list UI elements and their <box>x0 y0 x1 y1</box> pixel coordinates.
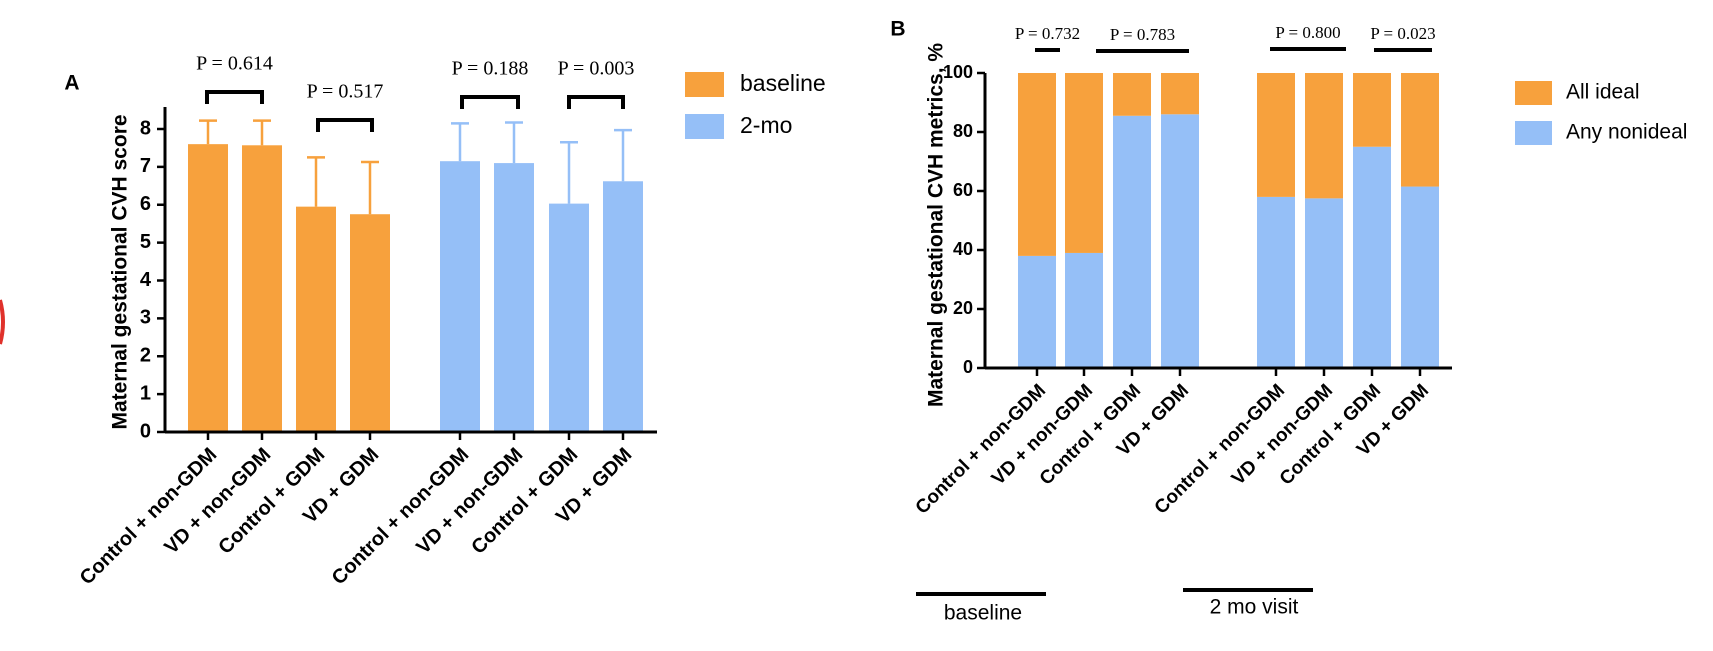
stacked-bar-any-nonideal-baseline-vd-non-gdm <box>1065 252 1103 368</box>
bar-2-mo-control-non-gdm <box>440 161 480 432</box>
stacked-bar-all-ideal-2-mo-visit-vd-non-gdm <box>1305 73 1343 199</box>
bar-2-mo-control-gdm <box>549 203 589 432</box>
bar-2-mo-vd-gdm <box>603 181 643 432</box>
stacked-bar-any-nonideal-baseline-control-non-gdm <box>1018 255 1056 368</box>
stacked-bar-all-ideal-baseline-vd-gdm <box>1161 73 1199 115</box>
panel-b-y-tick-label: 0 <box>963 357 973 377</box>
bar-baseline-vd-non-gdm <box>242 145 282 432</box>
legend-swatch-baseline <box>685 72 724 97</box>
bar-baseline-vd-gdm <box>350 214 390 432</box>
panel-a-y-tick-label: 6 <box>140 193 151 215</box>
p-value-label: P = 0.023 <box>1370 24 1435 43</box>
panel-a-y-tick-label: 3 <box>140 307 151 329</box>
p-value-bracket <box>567 95 625 109</box>
panel-a-y-tick-label: 8 <box>140 117 151 139</box>
panel-b-y-tick-label: 80 <box>953 121 973 141</box>
p-value-bracket <box>316 118 374 132</box>
stacked-bar-all-ideal-2-mo-visit-vd-gdm <box>1401 73 1439 187</box>
edge-mark <box>0 299 5 345</box>
bar-baseline-control-gdm <box>296 206 336 432</box>
bar-2-mo-vd-non-gdm <box>494 163 534 432</box>
legend-swatch-any-nonideal <box>1515 121 1552 145</box>
panel-b-y-tick-label: 40 <box>953 239 973 259</box>
panel-b-y-tick-label: 60 <box>953 180 973 200</box>
stacked-bar-any-nonideal-2-mo-visit-vd-non-gdm <box>1305 198 1343 368</box>
p-value-bracket <box>460 95 520 109</box>
stacked-bar-all-ideal-baseline-control-non-gdm <box>1018 73 1056 256</box>
group-label-2mo-visit: 2 mo visit <box>1210 596 1299 619</box>
p-value-label: P = 0.732 <box>1015 24 1080 43</box>
stacked-bar-all-ideal-2-mo-visit-control-gdm <box>1353 73 1391 147</box>
panel-a-y-tick-label: 2 <box>140 345 151 367</box>
panel-b-y-tick-label: 20 <box>953 298 973 318</box>
p-value-bracket <box>205 90 264 104</box>
panel-a-label: A <box>64 72 79 95</box>
panel-b-label: B <box>890 18 905 41</box>
legend-label-any-nonideal: Any nonideal <box>1566 121 1687 144</box>
legend-label-all-ideal: All ideal <box>1566 81 1640 104</box>
panel-a-y-tick-label: 5 <box>140 231 151 253</box>
panel-a-y-tick-label: 7 <box>140 155 151 177</box>
legend-label-2mo: 2-mo <box>740 112 792 138</box>
stacked-bar-any-nonideal-baseline-control-gdm <box>1113 115 1151 369</box>
stacked-bar-any-nonideal-2-mo-visit-control-non-gdm <box>1257 196 1295 368</box>
stacked-bar-any-nonideal-2-mo-visit-vd-gdm <box>1401 186 1439 368</box>
p-value-label: P = 0.614 <box>196 53 273 75</box>
bar-baseline-control-non-gdm <box>188 144 228 432</box>
panel-a-y-tick-label: 4 <box>140 269 152 291</box>
legend-swatch-all-ideal <box>1515 81 1552 105</box>
stacked-bar-all-ideal-baseline-vd-non-gdm <box>1065 73 1103 253</box>
group-label-baseline: baseline <box>944 602 1022 625</box>
p-value-label: P = 0.003 <box>558 58 635 80</box>
stacked-bar-all-ideal-baseline-control-gdm <box>1113 73 1151 116</box>
stacked-bar-all-ideal-2-mo-visit-control-non-gdm <box>1257 73 1295 197</box>
p-value-label: P = 0.188 <box>452 58 529 80</box>
panel-b-y-axis-label: Maternal gestational CVH metrics, % <box>925 43 948 407</box>
panel-a: A Maternal gestational CVH score 0 1 2 3 4 5 6… <box>64 53 825 590</box>
panel-a-y-tick-label: 1 <box>140 382 151 404</box>
panel-b-y-tick-label: 100 <box>943 62 973 82</box>
stacked-bar-any-nonideal-2-mo-visit-control-gdm <box>1353 146 1391 368</box>
p-value-label: P = 0.800 <box>1275 23 1340 42</box>
panel-a-y-axis-label: Maternal gestational CVH score <box>109 114 132 429</box>
stacked-bar-any-nonideal-baseline-vd-gdm <box>1161 114 1199 368</box>
p-value-label: P = 0.517 <box>307 81 384 103</box>
panel-b: B Maternal gestational CVH metrics, % 0 2… <box>890 18 1687 625</box>
legend-label-baseline: baseline <box>740 70 826 96</box>
p-value-label: P = 0.783 <box>1110 25 1175 44</box>
panel-a-y-tick-label: 0 <box>140 420 151 442</box>
legend-swatch-2mo <box>685 114 724 139</box>
